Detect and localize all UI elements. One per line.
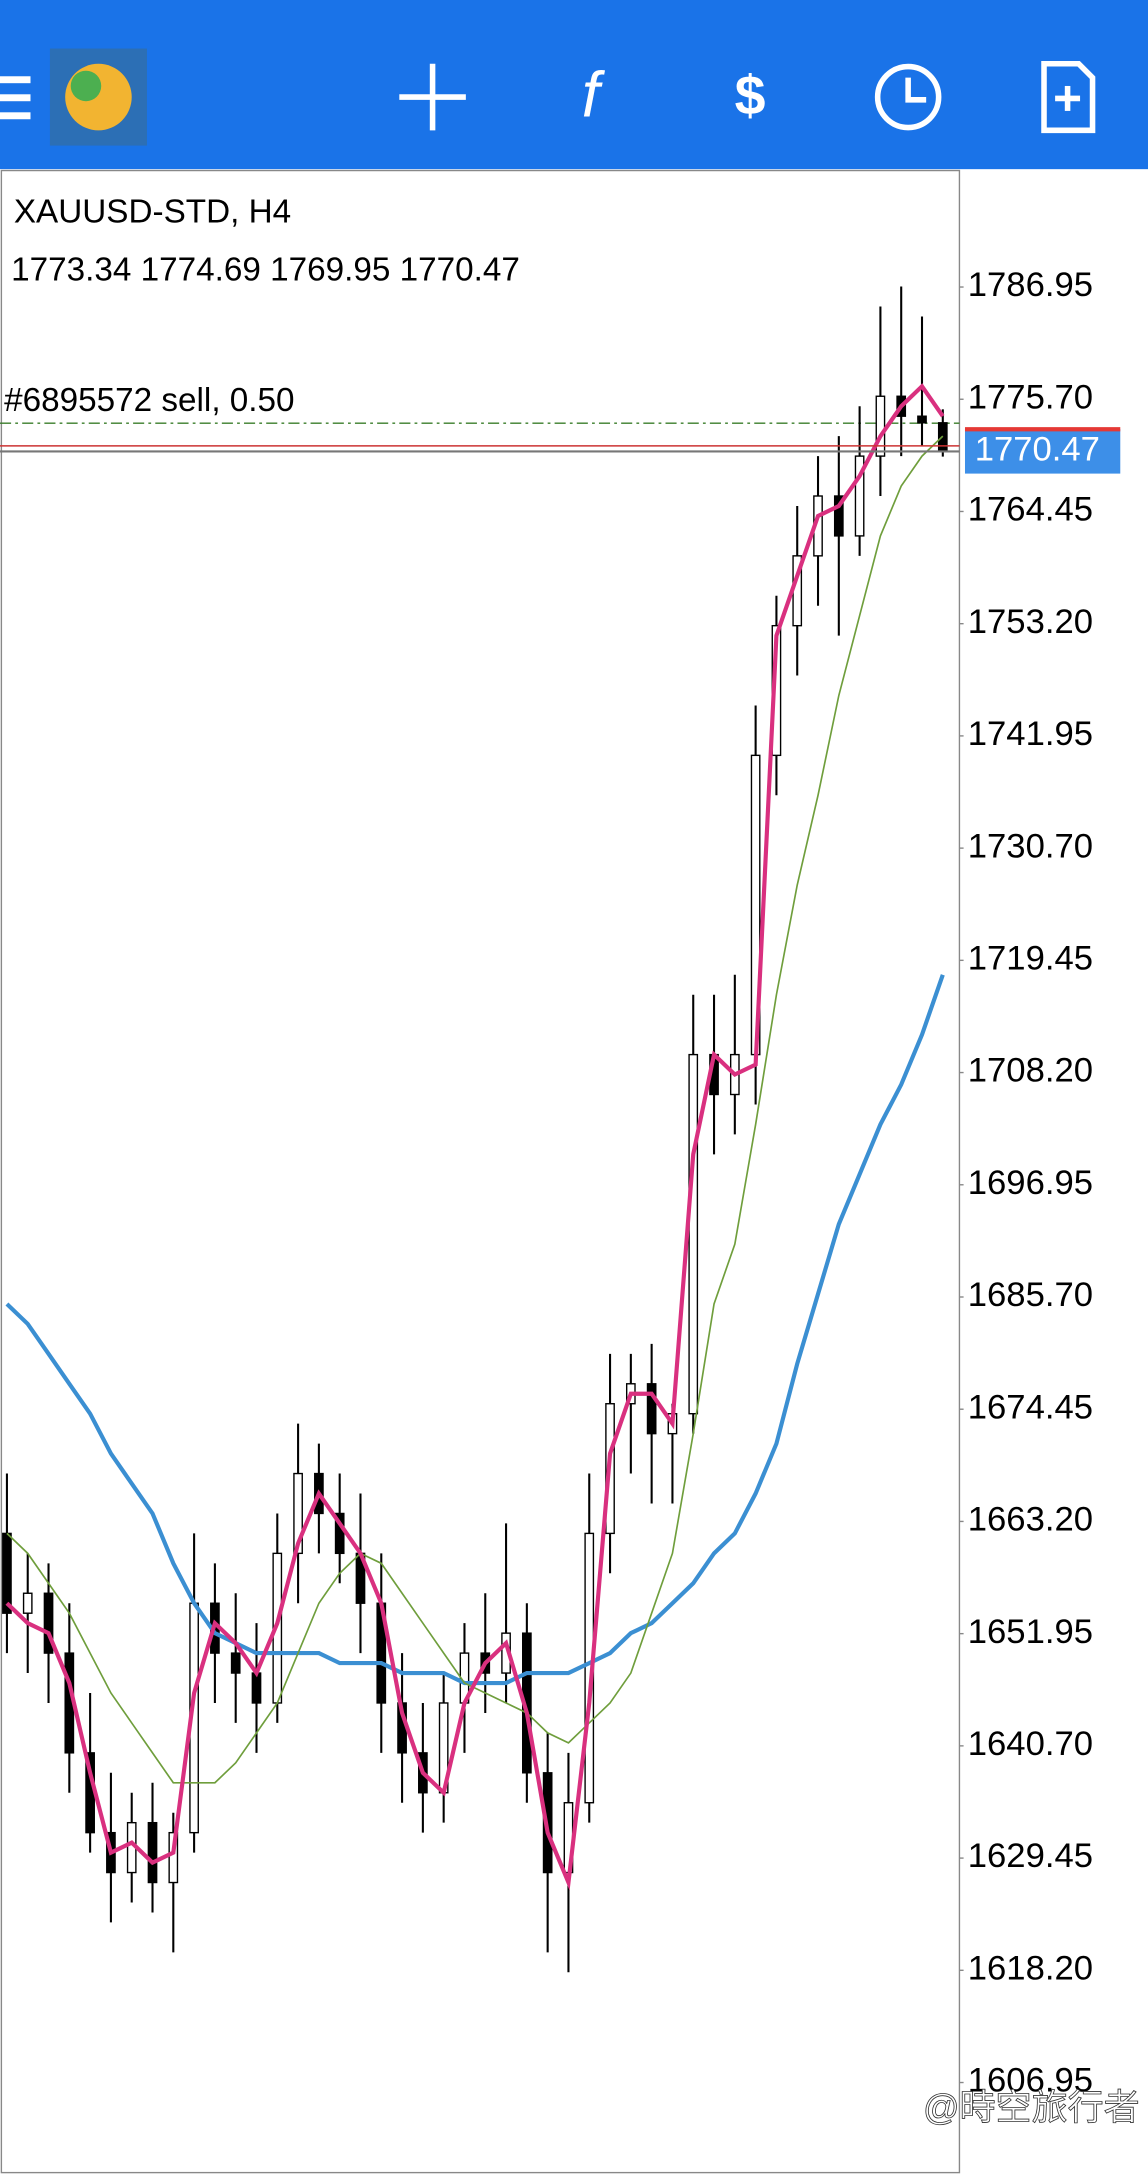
y-tick-label: 1786.95 [968,266,1093,304]
history-button[interactable] [874,63,942,131]
y-tick-label: 1730.70 [968,827,1093,865]
toolbar [0,0,1148,170]
y-tick-label: 1753.20 [968,603,1093,641]
ohlc-low: 1769.95 [270,252,390,289]
logo-globe [65,63,132,131]
trade-button[interactable]: $ [735,64,766,126]
price-tag [964,429,1121,474]
candle-body [334,1512,345,1555]
moving-average-line [5,974,945,1686]
watermark: @時空旅行者 [923,2087,1140,2128]
candle-body [43,1592,54,1654]
moving-average-line [6,435,944,1784]
y-tick-label: 1696.95 [968,1164,1093,1202]
y-tick-label: 1741.95 [968,715,1093,753]
candle-body [230,1652,241,1674]
ohlc-high: 1774.69 [141,252,261,289]
candle-body [2,1532,12,1614]
order-label: #6895572 sell, 0.50 [4,382,294,419]
symbol-title: XAUUSD-STD, H4 [14,193,291,230]
ohlc-close: 1770.47 [400,252,520,289]
new-order-button[interactable] [1041,61,1096,134]
y-tick-label: 1674.45 [968,1388,1093,1426]
candle-body [251,1672,262,1704]
candle-body [168,1831,179,1884]
y-tick-label: 1708.20 [968,1052,1093,1090]
candle-body [293,1472,303,1555]
ohlc-open: 1773.34 [11,252,131,289]
chart-frame [0,169,961,2174]
y-tick-label: 1685.70 [968,1276,1093,1314]
ohlc-readout: 1773.34 1774.69 1769.95 1770.47 [11,252,520,289]
price-tag-label: 1770.47 [975,431,1100,469]
y-tick-label: 1764.45 [968,491,1093,529]
logo-dot [70,70,102,102]
candle-body [875,395,886,457]
y-tick-label: 1651.95 [968,1613,1093,1651]
candle-body [833,495,844,537]
y-tick-label: 1775.70 [968,378,1093,416]
y-tick-label: 1618.20 [968,1949,1093,1987]
y-tick-label: 1629.45 [968,1837,1093,1875]
candle-body [854,455,865,537]
candle-body [147,1821,158,1884]
crosshair-button[interactable] [399,63,466,131]
candle-body [646,1383,657,1435]
candle-body [917,415,927,424]
y-tick-label: 1606.95 [968,2062,1093,2100]
moving-average-line [5,383,945,1891]
y-tick-label: 1663.20 [968,1501,1093,1539]
candle-body [688,1053,699,1415]
menu-button[interactable] [0,76,31,120]
y-tick-label: 1640.70 [968,1725,1093,1763]
candle-body [22,1592,33,1614]
y-tick-label: 1719.45 [968,939,1093,977]
